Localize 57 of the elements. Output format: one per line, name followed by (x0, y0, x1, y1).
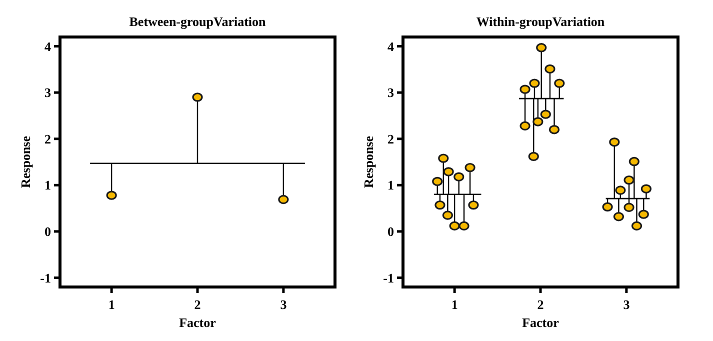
point (192, 92, 203, 102)
y-tick-label: 0 (388, 224, 394, 239)
y-axis-title: Response (18, 136, 33, 188)
chart-title: Between-groupVariation (129, 14, 267, 29)
point (454, 172, 464, 182)
point (624, 202, 634, 212)
point (528, 152, 539, 162)
point (640, 184, 652, 194)
x-axis-title: Factor (179, 315, 216, 330)
y-tick-label: 2 (388, 131, 394, 146)
point (609, 137, 620, 147)
y-tick-label: 4 (388, 38, 394, 54)
point (624, 175, 634, 185)
point (536, 43, 547, 52)
point (438, 154, 449, 163)
x-tick-label: 3 (280, 297, 288, 312)
y-tick-label: 0 (44, 224, 51, 239)
point (449, 221, 460, 230)
y-tick-label: 3 (44, 85, 52, 100)
y-tick-label: -1 (383, 270, 394, 286)
y-tick-label: 4 (44, 38, 52, 54)
point (432, 176, 443, 186)
point (602, 202, 613, 212)
x-tick-label: 2 (194, 297, 201, 312)
point (529, 78, 540, 88)
point (434, 200, 446, 210)
point (278, 194, 289, 204)
x-tick-label: 1 (108, 297, 115, 312)
point (631, 221, 642, 230)
y-tick-label: 2 (44, 131, 51, 146)
y-tick-label: -1 (40, 270, 51, 286)
point (554, 78, 565, 88)
chart-title: Within-groupVariation (476, 14, 606, 29)
y-tick-label: 3 (388, 85, 394, 100)
point (544, 64, 556, 74)
y-tick-label: 1 (44, 178, 51, 193)
y-tick-label: 1 (388, 178, 394, 193)
point (468, 200, 479, 210)
y-axis-title: Response (361, 136, 376, 188)
point (520, 121, 530, 130)
point (532, 117, 544, 126)
point (615, 186, 626, 195)
point (540, 110, 551, 119)
point (520, 84, 530, 94)
point (443, 167, 454, 176)
x-tick-label: 1 (451, 297, 458, 312)
point (548, 124, 560, 134)
point (628, 156, 640, 166)
point (464, 162, 476, 172)
x-tick-label: 2 (537, 297, 544, 312)
point (638, 210, 649, 219)
x-axis-title: Factor (522, 315, 560, 330)
x-tick-label: 3 (623, 297, 630, 312)
point (458, 221, 470, 230)
point (442, 210, 453, 220)
point (106, 190, 117, 200)
point (613, 212, 624, 222)
